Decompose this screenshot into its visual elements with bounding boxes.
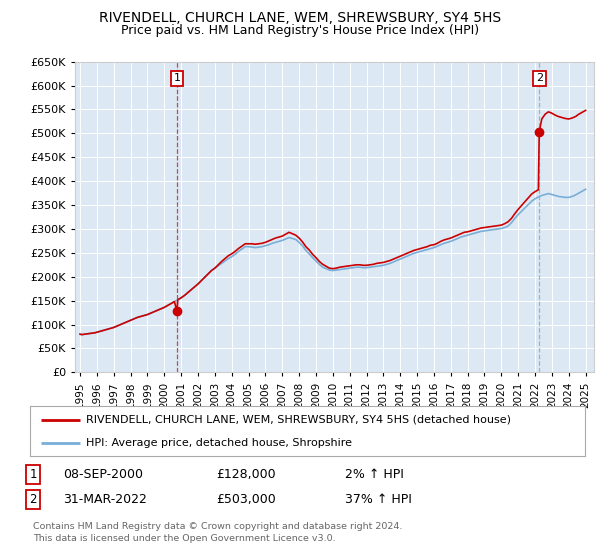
Text: 2: 2 xyxy=(536,73,543,83)
Text: Price paid vs. HM Land Registry's House Price Index (HPI): Price paid vs. HM Land Registry's House … xyxy=(121,24,479,36)
Text: £503,000: £503,000 xyxy=(216,493,276,506)
Text: RIVENDELL, CHURCH LANE, WEM, SHREWSBURY, SY4 5HS (detached house): RIVENDELL, CHURCH LANE, WEM, SHREWSBURY,… xyxy=(86,414,511,424)
Text: 2% ↑ HPI: 2% ↑ HPI xyxy=(345,468,404,482)
Text: 31-MAR-2022: 31-MAR-2022 xyxy=(63,493,147,506)
Text: 37% ↑ HPI: 37% ↑ HPI xyxy=(345,493,412,506)
Text: 1: 1 xyxy=(173,73,181,83)
Text: HPI: Average price, detached house, Shropshire: HPI: Average price, detached house, Shro… xyxy=(86,438,352,448)
Text: 2: 2 xyxy=(29,493,37,506)
Text: £128,000: £128,000 xyxy=(216,468,275,482)
Text: 1: 1 xyxy=(29,468,37,482)
Text: 08-SEP-2000: 08-SEP-2000 xyxy=(63,468,143,482)
Text: Contains HM Land Registry data © Crown copyright and database right 2024.
This d: Contains HM Land Registry data © Crown c… xyxy=(33,522,403,543)
Text: RIVENDELL, CHURCH LANE, WEM, SHREWSBURY, SY4 5HS: RIVENDELL, CHURCH LANE, WEM, SHREWSBURY,… xyxy=(99,11,501,25)
